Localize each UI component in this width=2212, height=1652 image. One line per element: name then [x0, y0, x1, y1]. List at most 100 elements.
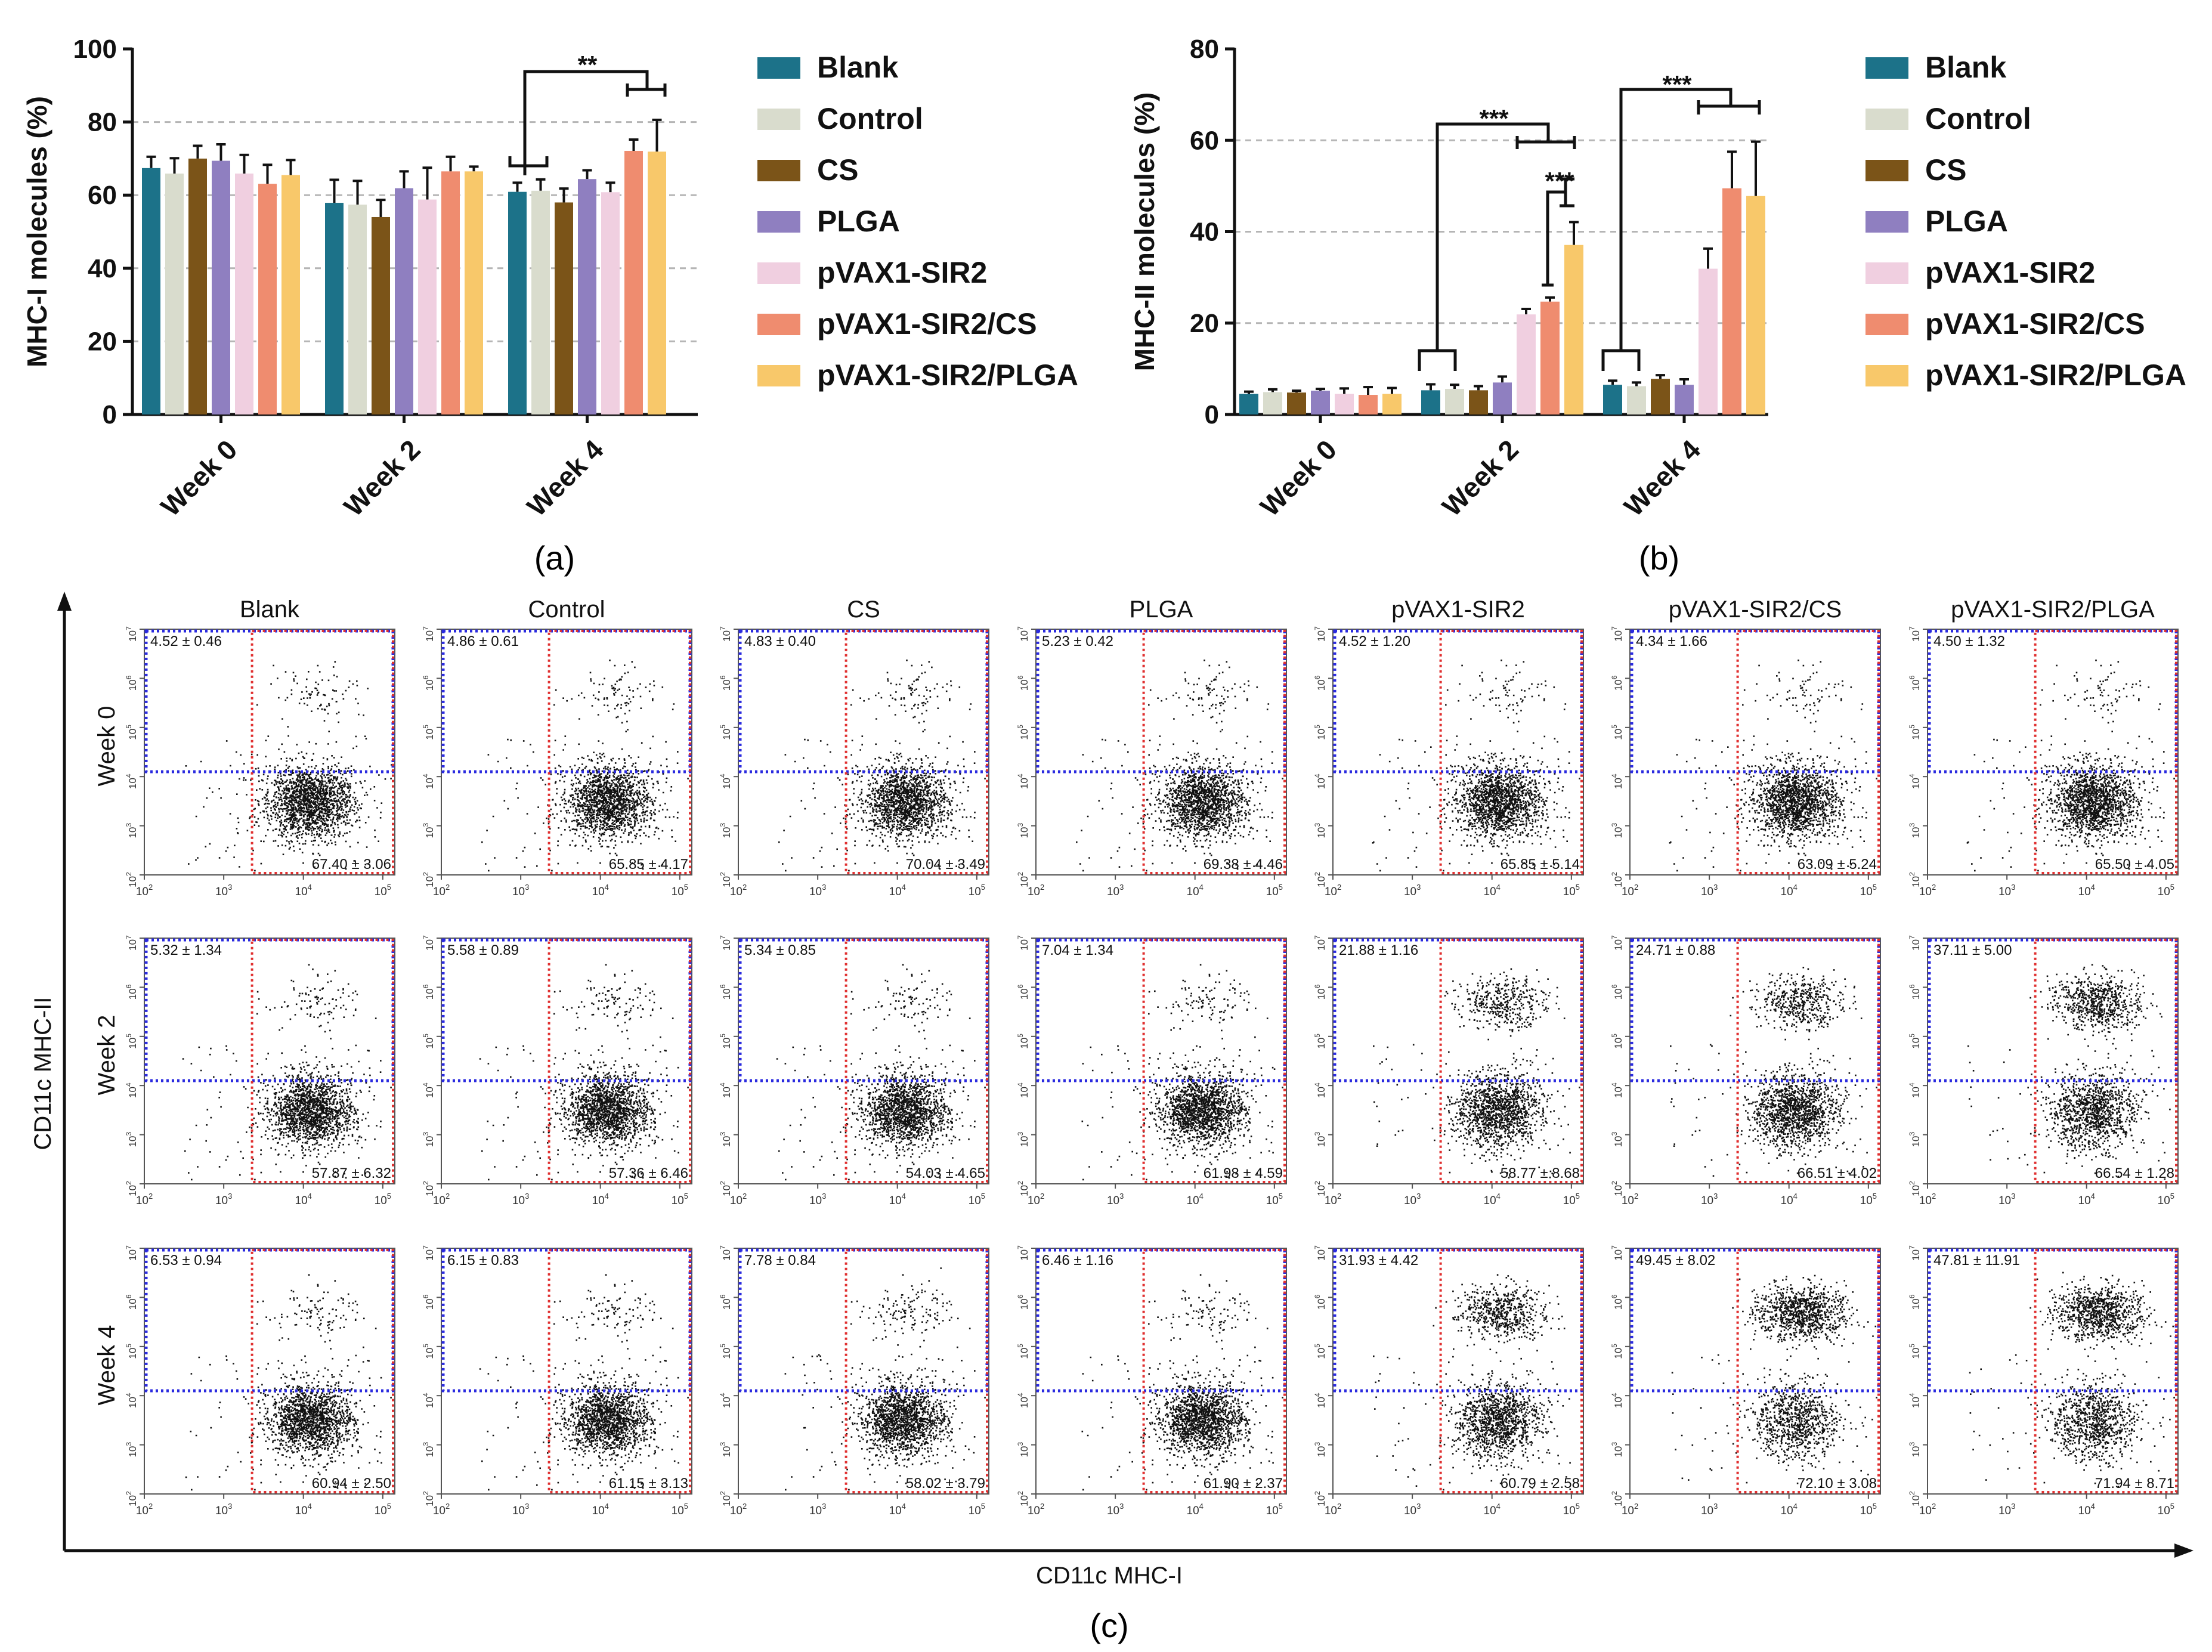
- y-tick-label: 105: [1610, 1344, 1624, 1359]
- x-axis-arrowhead: [2174, 1543, 2194, 1558]
- scatter-plot: 102 103 104 105 102 103 104 105 106 107 4.83 ± 0.4…: [719, 626, 989, 898]
- bar: [1382, 394, 1402, 414]
- column-title: pVAX1-SIR2/CS: [1669, 596, 1842, 623]
- legend-label: pVAX1-SIR2/PLGA: [817, 358, 1078, 392]
- scatter-plot: 102 103 104 105 102 103 104 105 106 107 21.88 ± 1.…: [1313, 935, 1584, 1207]
- y-tick-label: 103: [1313, 1131, 1327, 1147]
- mhc-i-gate: [2034, 1249, 2178, 1493]
- scatter-plot: 102 103 104 105 102 103 104 105 106 107 4.34 ± 1.6…: [1610, 626, 1881, 898]
- panel-label-c: (c): [1090, 1607, 1128, 1644]
- x-tick-label: 105: [2158, 1192, 2174, 1207]
- x-tick-label: 105: [1563, 1502, 1580, 1517]
- y-tick-label: 107: [1016, 626, 1030, 642]
- y-tick-label: 20: [1190, 309, 1219, 338]
- legend-swatch: [757, 160, 800, 181]
- y-tick-label: 104: [125, 774, 138, 789]
- lower-gate-percentage: 61.15 ± 3.13: [609, 1475, 688, 1492]
- y-tick-label: 102: [125, 872, 138, 887]
- x-tick-label: 105: [672, 1192, 688, 1207]
- x-tick-label: 103: [512, 883, 529, 898]
- x-tick-label: 105: [1563, 883, 1580, 898]
- scatter-plot: 102 103 104 105 102 103 104 105 106 107 5.34 ± 0.8…: [719, 935, 989, 1207]
- upper-gate-percentage: 4.52 ± 1.20: [1339, 633, 1410, 649]
- bar: [235, 174, 253, 414]
- x-tick-label: 104: [1781, 883, 1798, 898]
- plot-frame: [1332, 629, 1584, 876]
- y-tick-label: 104: [1313, 1082, 1327, 1098]
- flow-cytometry-grid: CD11c MHC-I CD11c MHC-II Blank Control CS PLG…: [30, 592, 2194, 1589]
- legend-label: CS: [1925, 153, 1966, 187]
- bar: [258, 184, 277, 414]
- mhc-i-gate: [547, 1249, 691, 1493]
- legend-swatch: [757, 365, 800, 386]
- plot-frame: [441, 938, 692, 1184]
- y-tick-label: 106: [1610, 1294, 1624, 1310]
- x-tick-label: 104: [1187, 1192, 1204, 1207]
- upper-gate-percentage: 24.71 ± 0.88: [1636, 942, 1715, 958]
- x-tick-label: 102: [1325, 1192, 1341, 1207]
- y-tick-label: 102: [719, 1181, 732, 1196]
- significance-bracket: [1619, 88, 1733, 351]
- upper-gate-percentage: 5.58 ± 0.89: [447, 942, 519, 958]
- y-tick-label: 106: [719, 675, 732, 691]
- bar: [1239, 394, 1258, 414]
- bar: [624, 151, 643, 415]
- event-dots: [1669, 659, 1877, 872]
- legend-label: PLGA: [1925, 205, 2008, 238]
- y-tick-label: 107: [422, 935, 435, 951]
- x-tick-label: 105: [672, 883, 688, 898]
- bar: [601, 192, 620, 414]
- event-dots: [182, 964, 392, 1181]
- x-tick-label: 102: [1028, 1192, 1044, 1207]
- bar: [1359, 395, 1378, 414]
- x-tick-label: 104: [295, 1502, 312, 1517]
- y-tick-label: 104: [1016, 1082, 1030, 1098]
- y-tick-label: 102: [125, 1181, 138, 1196]
- plot-frame: [1629, 1248, 1881, 1495]
- y-tick-label: 106: [1313, 984, 1327, 1000]
- y-tick-label: 40: [1190, 218, 1219, 247]
- y-tick-label: 103: [719, 822, 732, 838]
- x-tick-label: 103: [1701, 883, 1718, 898]
- mhc-i-gate: [844, 1249, 988, 1493]
- x-tick-label: 104: [592, 1192, 609, 1207]
- legend-label: pVAX1-SIR2/CS: [1925, 307, 2145, 341]
- x-tick-label: 104: [592, 883, 609, 898]
- lower-gate-percentage: 54.03 ± 4.65: [906, 1165, 985, 1181]
- x-tick-label: 102: [730, 1502, 747, 1517]
- mhc-i-gate: [547, 939, 691, 1183]
- event-dots: [185, 1274, 392, 1491]
- y-tick-label: 107: [1610, 626, 1624, 642]
- x-tick-label: 102: [1028, 1502, 1044, 1517]
- bar-chart-mhc-i: 0 20 40 60 80 100 MHC-I molecules (%) Week 0 Wee…: [21, 35, 1078, 522]
- event-dots: [1671, 1274, 1877, 1488]
- y-tick-label: 102: [1610, 1491, 1624, 1506]
- legend-swatch: [757, 109, 800, 130]
- y-tick-label: 104: [1908, 1082, 1922, 1098]
- y-tick-label: 106: [125, 1294, 138, 1310]
- column-title: CS: [847, 596, 880, 623]
- plot-frame: [1035, 629, 1287, 876]
- y-tick-label: 106: [422, 675, 435, 691]
- y-tick-label: 103: [422, 1131, 435, 1147]
- y-tick-label: 107: [125, 935, 138, 951]
- bar-chart-mhc-ii: 0 20 40 60 80 MHC-II molecules (%) Week 0 Week …: [1129, 35, 2186, 522]
- plot-frame: [1035, 938, 1287, 1184]
- lower-gate-percentage: 60.94 ± 2.50: [312, 1475, 391, 1492]
- lower-gate-percentage: 71.94 ± 8.71: [2095, 1475, 2174, 1492]
- x-tick-label: 103: [1107, 883, 1124, 898]
- y-tick-label: 103: [1908, 1131, 1922, 1147]
- y-tick-label: 106: [1313, 675, 1327, 691]
- scatter-plot: 102 103 104 105 102 103 104 105 106 107 4.52 ± 1.2…: [1313, 626, 1584, 898]
- y-tick-label: 105: [719, 1034, 732, 1049]
- event-dots: [1969, 1272, 2175, 1488]
- y-tick-label: 107: [422, 626, 435, 642]
- upper-gate-percentage: 5.32 ± 1.34: [150, 942, 222, 958]
- x-tick-label: 104: [1781, 1192, 1798, 1207]
- event-dots: [1967, 964, 2171, 1180]
- x-tick-label: 102: [433, 1502, 450, 1517]
- y-axis-arrowhead: [57, 592, 72, 611]
- scatter-plot: 102 103 104 105 102 103 104 105 106 107 7.04 ± 1.3…: [1016, 935, 1287, 1207]
- plot-frame: [738, 938, 989, 1184]
